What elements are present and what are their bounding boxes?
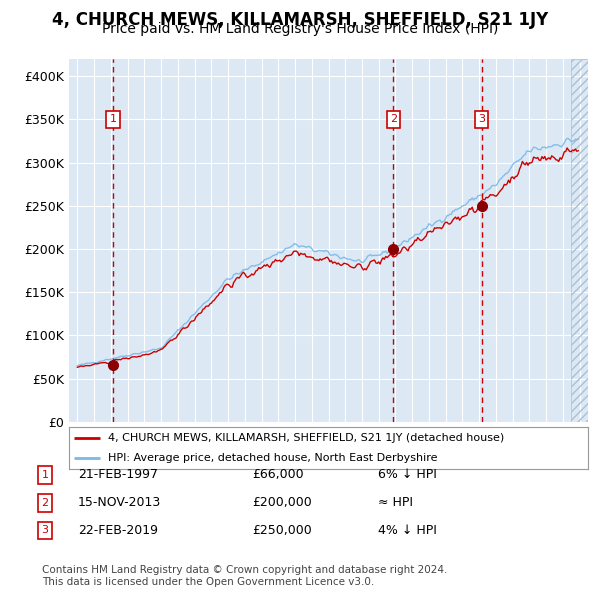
Text: 4, CHURCH MEWS, KILLAMARSH, SHEFFIELD, S21 1JY (detached house): 4, CHURCH MEWS, KILLAMARSH, SHEFFIELD, S…	[108, 433, 504, 443]
Text: 22-FEB-2019: 22-FEB-2019	[78, 524, 158, 537]
Text: £66,000: £66,000	[252, 468, 304, 481]
Text: HPI: Average price, detached house, North East Derbyshire: HPI: Average price, detached house, Nort…	[108, 453, 437, 463]
Text: 2: 2	[41, 498, 49, 507]
Text: £250,000: £250,000	[252, 524, 312, 537]
Text: 6% ↓ HPI: 6% ↓ HPI	[378, 468, 437, 481]
Bar	[571, 59, 588, 422]
Text: £200,000: £200,000	[252, 496, 312, 509]
Text: 2: 2	[390, 114, 397, 124]
Text: 4, CHURCH MEWS, KILLAMARSH, SHEFFIELD, S21 1JY: 4, CHURCH MEWS, KILLAMARSH, SHEFFIELD, S…	[52, 11, 548, 29]
Text: 4% ↓ HPI: 4% ↓ HPI	[378, 524, 437, 537]
Text: 3: 3	[478, 114, 485, 124]
Text: 1: 1	[110, 114, 116, 124]
Text: ≈ HPI: ≈ HPI	[378, 496, 413, 509]
Text: Price paid vs. HM Land Registry's House Price Index (HPI): Price paid vs. HM Land Registry's House …	[102, 22, 498, 37]
Bar	[571, 59, 588, 422]
Text: 3: 3	[41, 526, 49, 535]
Text: 1: 1	[41, 470, 49, 480]
Text: 21-FEB-1997: 21-FEB-1997	[78, 468, 158, 481]
Text: Contains HM Land Registry data © Crown copyright and database right 2024.
This d: Contains HM Land Registry data © Crown c…	[42, 565, 448, 587]
Text: 15-NOV-2013: 15-NOV-2013	[78, 496, 161, 509]
